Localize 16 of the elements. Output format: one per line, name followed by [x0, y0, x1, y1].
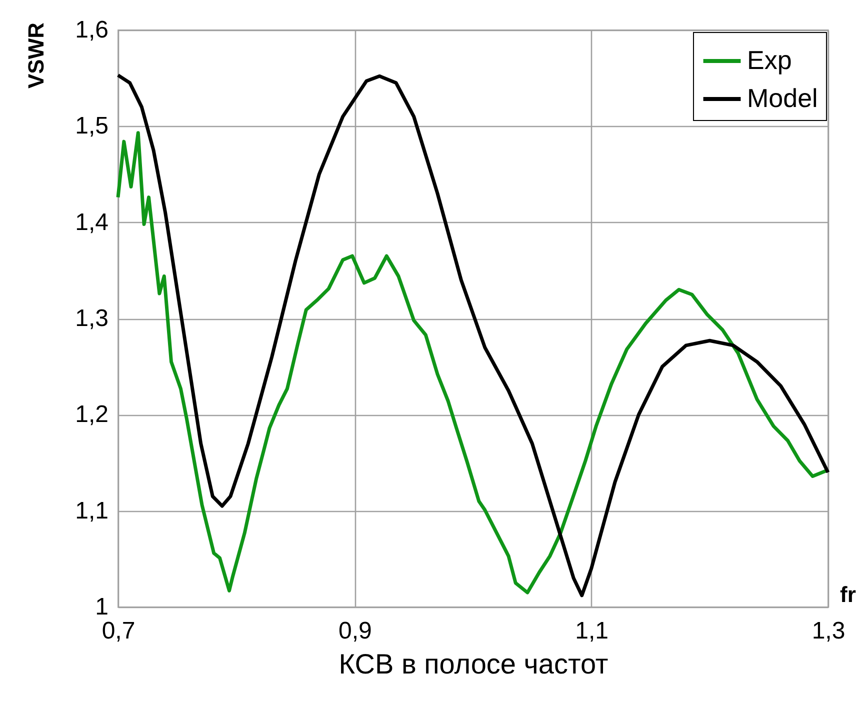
y-tick-label: 1,4 — [75, 208, 108, 236]
y-tick-label: 1,2 — [75, 401, 108, 428]
x-tick-label: 1,3 — [812, 618, 846, 644]
x-tick-label: 1,1 — [575, 618, 609, 644]
legend-label: Model — [747, 83, 818, 113]
y-tick-label: 1,5 — [75, 112, 108, 140]
x-tick-label: 0,7 — [102, 618, 136, 644]
text: fr — [840, 582, 856, 607]
y-tick-label: 1 — [95, 594, 108, 620]
y-tick-label: 1,3 — [75, 305, 108, 332]
x-axis-title: КСВ в полосе частот — [338, 648, 608, 680]
y-axis-title: VSWR — [24, 22, 48, 88]
y-tick-label: 1,6 — [75, 16, 108, 44]
y-tick-label: 1,1 — [75, 497, 108, 524]
x-tick-label: 0,9 — [338, 618, 372, 644]
legend-label: Exp — [747, 45, 792, 75]
